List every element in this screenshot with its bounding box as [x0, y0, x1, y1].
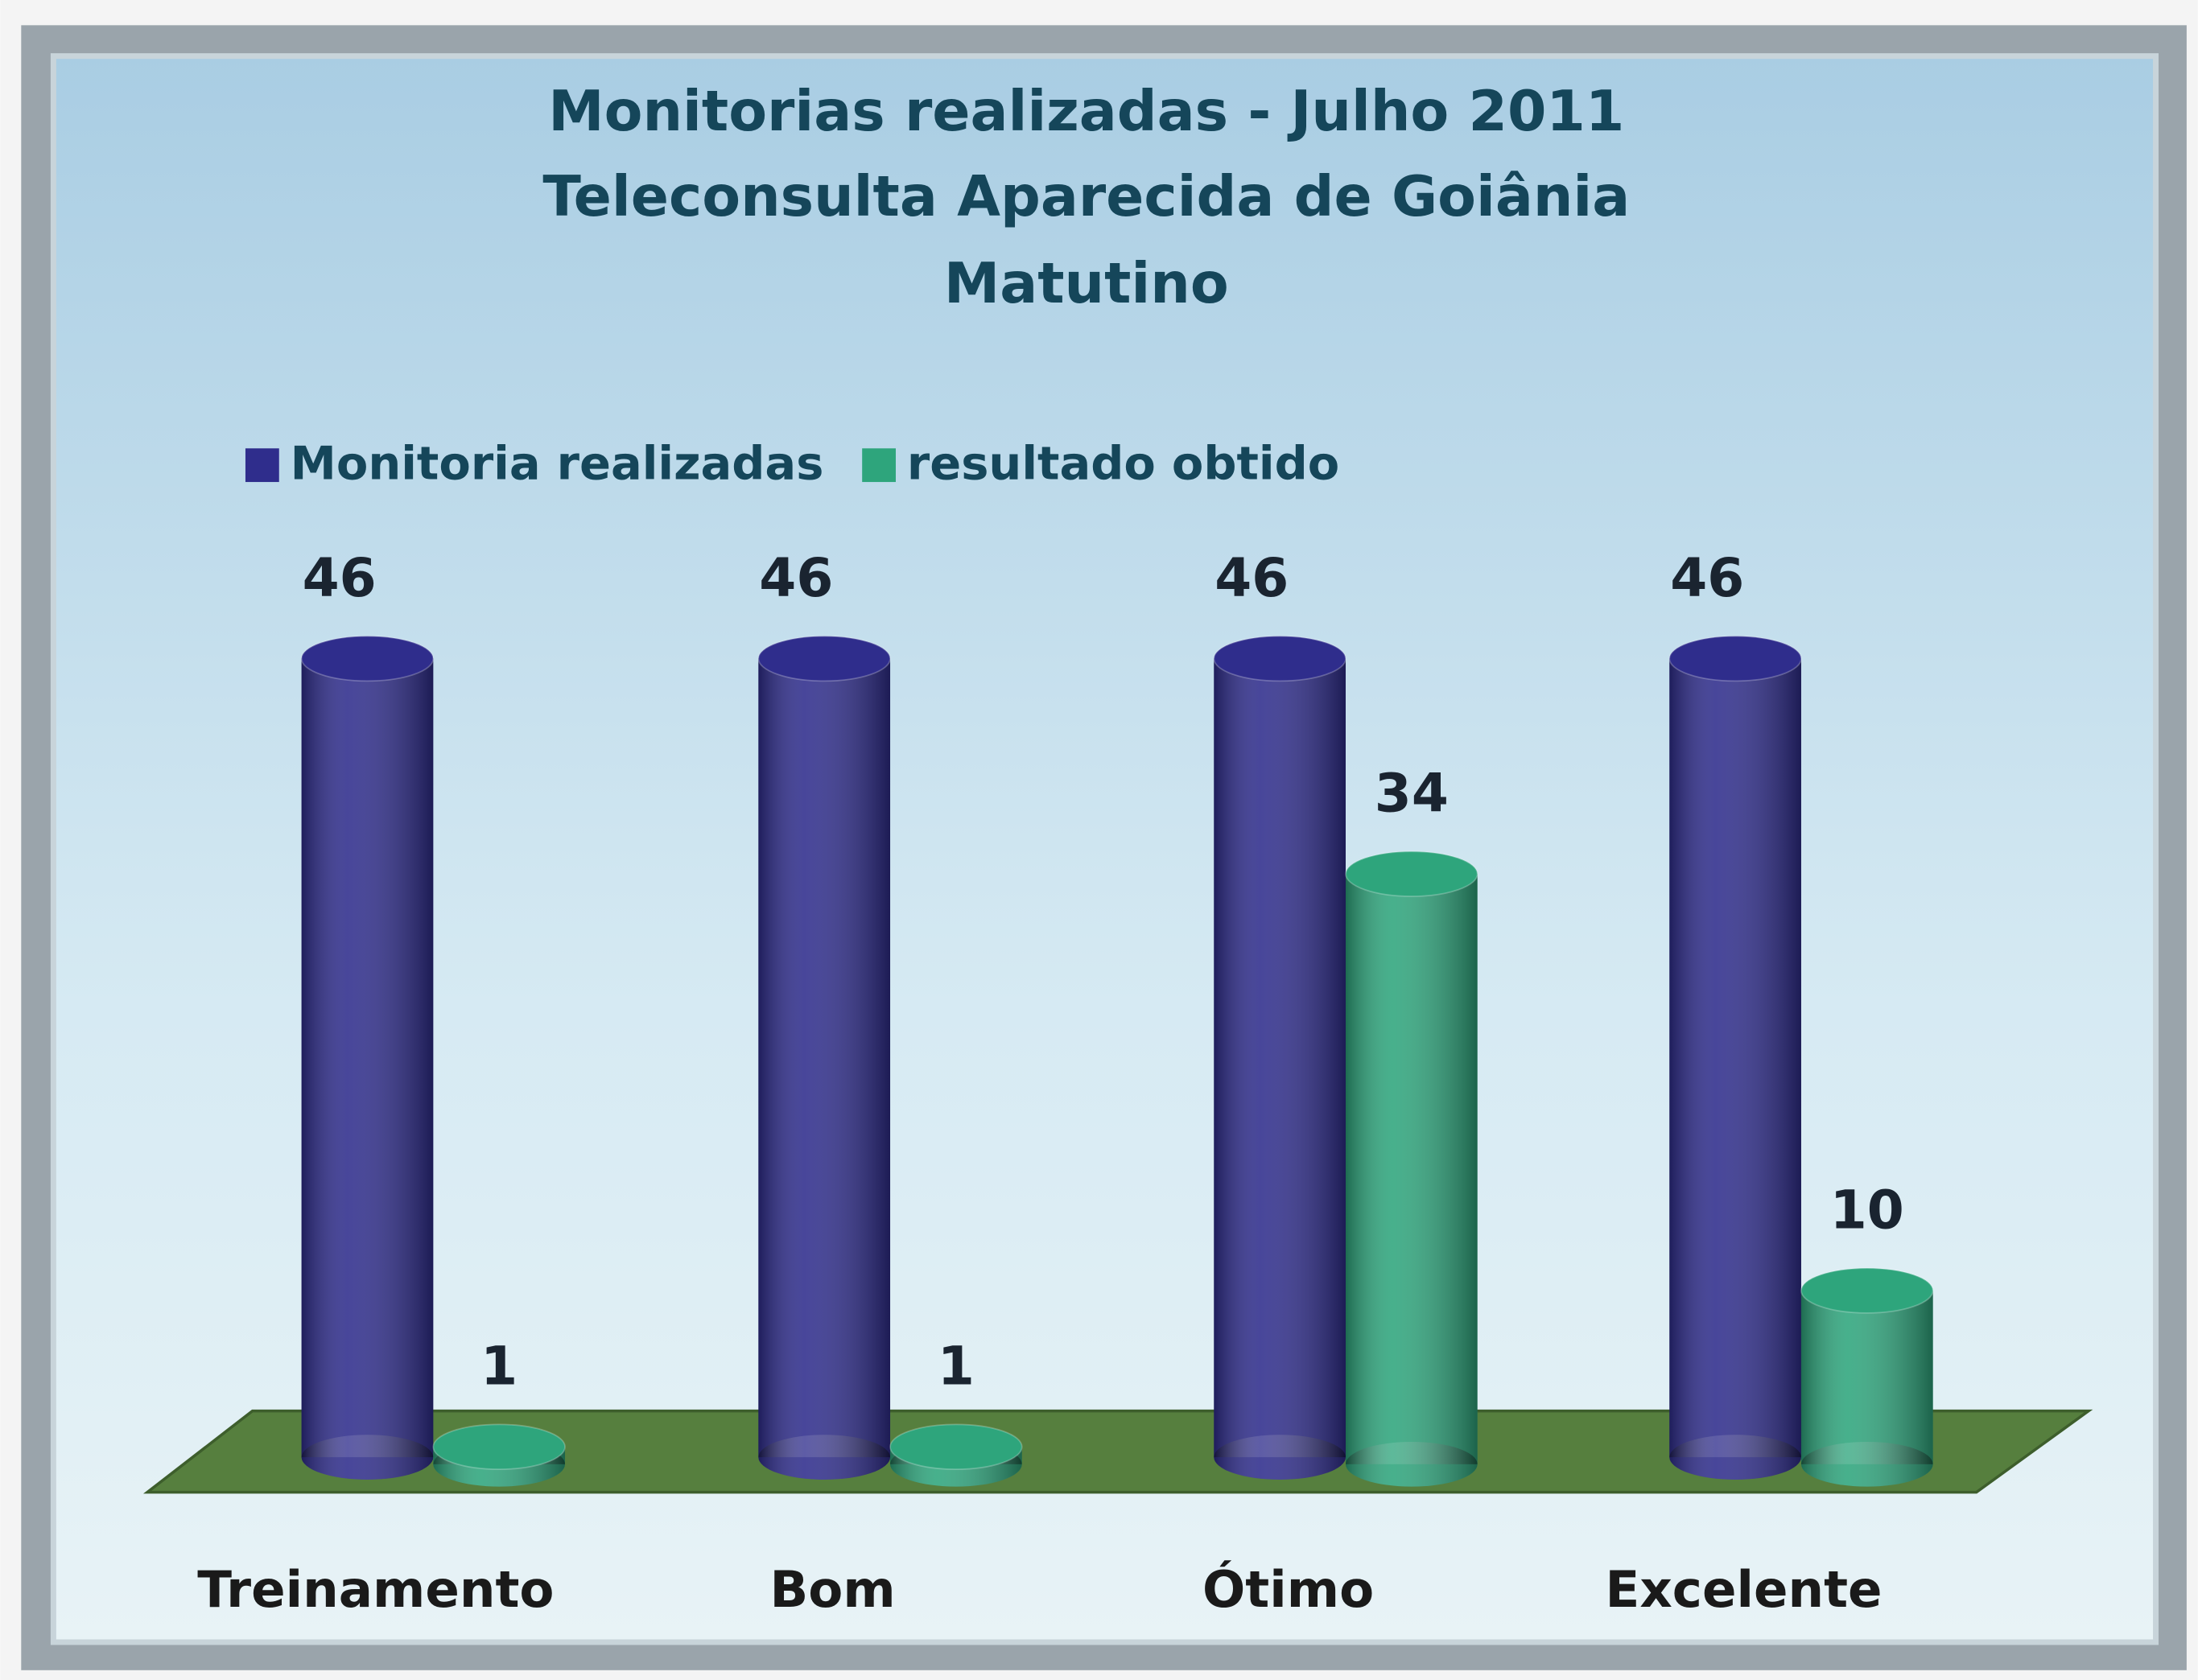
cylinder-top	[432, 1423, 566, 1470]
chart-title: Matutino	[944, 251, 1229, 316]
cylinder-base-shade	[1345, 1441, 1478, 1487]
x-tick-label: Ótimo	[1202, 1560, 1374, 1619]
legend-swatch	[862, 448, 896, 483]
legend-label: resultado obtido	[907, 437, 1339, 491]
bar-shade	[1345, 874, 1478, 1464]
value-label: 46	[1670, 547, 1744, 609]
value-label: 10	[1830, 1179, 1904, 1241]
cylinder-base-shade	[1214, 1435, 1346, 1480]
bar-shade	[301, 658, 434, 1458]
value-label: 1	[938, 1336, 975, 1398]
floor	[142, 1409, 2093, 1494]
legend-label: Monitoria realizadas	[291, 437, 824, 491]
x-tick-label: Excelente	[1606, 1560, 1883, 1619]
chart-title: Teleconsulta Aparecida de Goiânia	[542, 164, 1630, 229]
cylinder-top	[1800, 1267, 1934, 1314]
cylinder-top	[757, 635, 891, 682]
legend-swatch	[245, 448, 279, 483]
value-label: 1	[480, 1336, 518, 1398]
bar-shade	[1669, 658, 1801, 1458]
cylinder-top	[300, 635, 435, 682]
bar-shade	[1214, 658, 1346, 1458]
bar-shade	[758, 658, 891, 1458]
value-label: 34	[1375, 762, 1449, 824]
x-tick-label: Treinamento	[197, 1560, 554, 1619]
cylinder-top	[1345, 850, 1478, 897]
cylinder-base-shade	[758, 1435, 891, 1480]
chart-title: Monitorias realizadas - Julho 2011	[548, 79, 1624, 144]
bar-shade	[1800, 1291, 1933, 1464]
cylinder-base-shade	[301, 1435, 434, 1480]
value-label: 46	[303, 547, 377, 609]
cylinder-top	[889, 1423, 1023, 1470]
x-tick-label: Bom	[770, 1560, 896, 1619]
cylinder-base-shade	[1800, 1441, 1933, 1487]
cylinder-top	[1213, 635, 1346, 682]
value-label: 46	[1214, 547, 1289, 609]
cylinder-top	[1668, 635, 1802, 682]
cylinder-base-shade	[1669, 1435, 1801, 1480]
value-label: 46	[759, 547, 833, 609]
